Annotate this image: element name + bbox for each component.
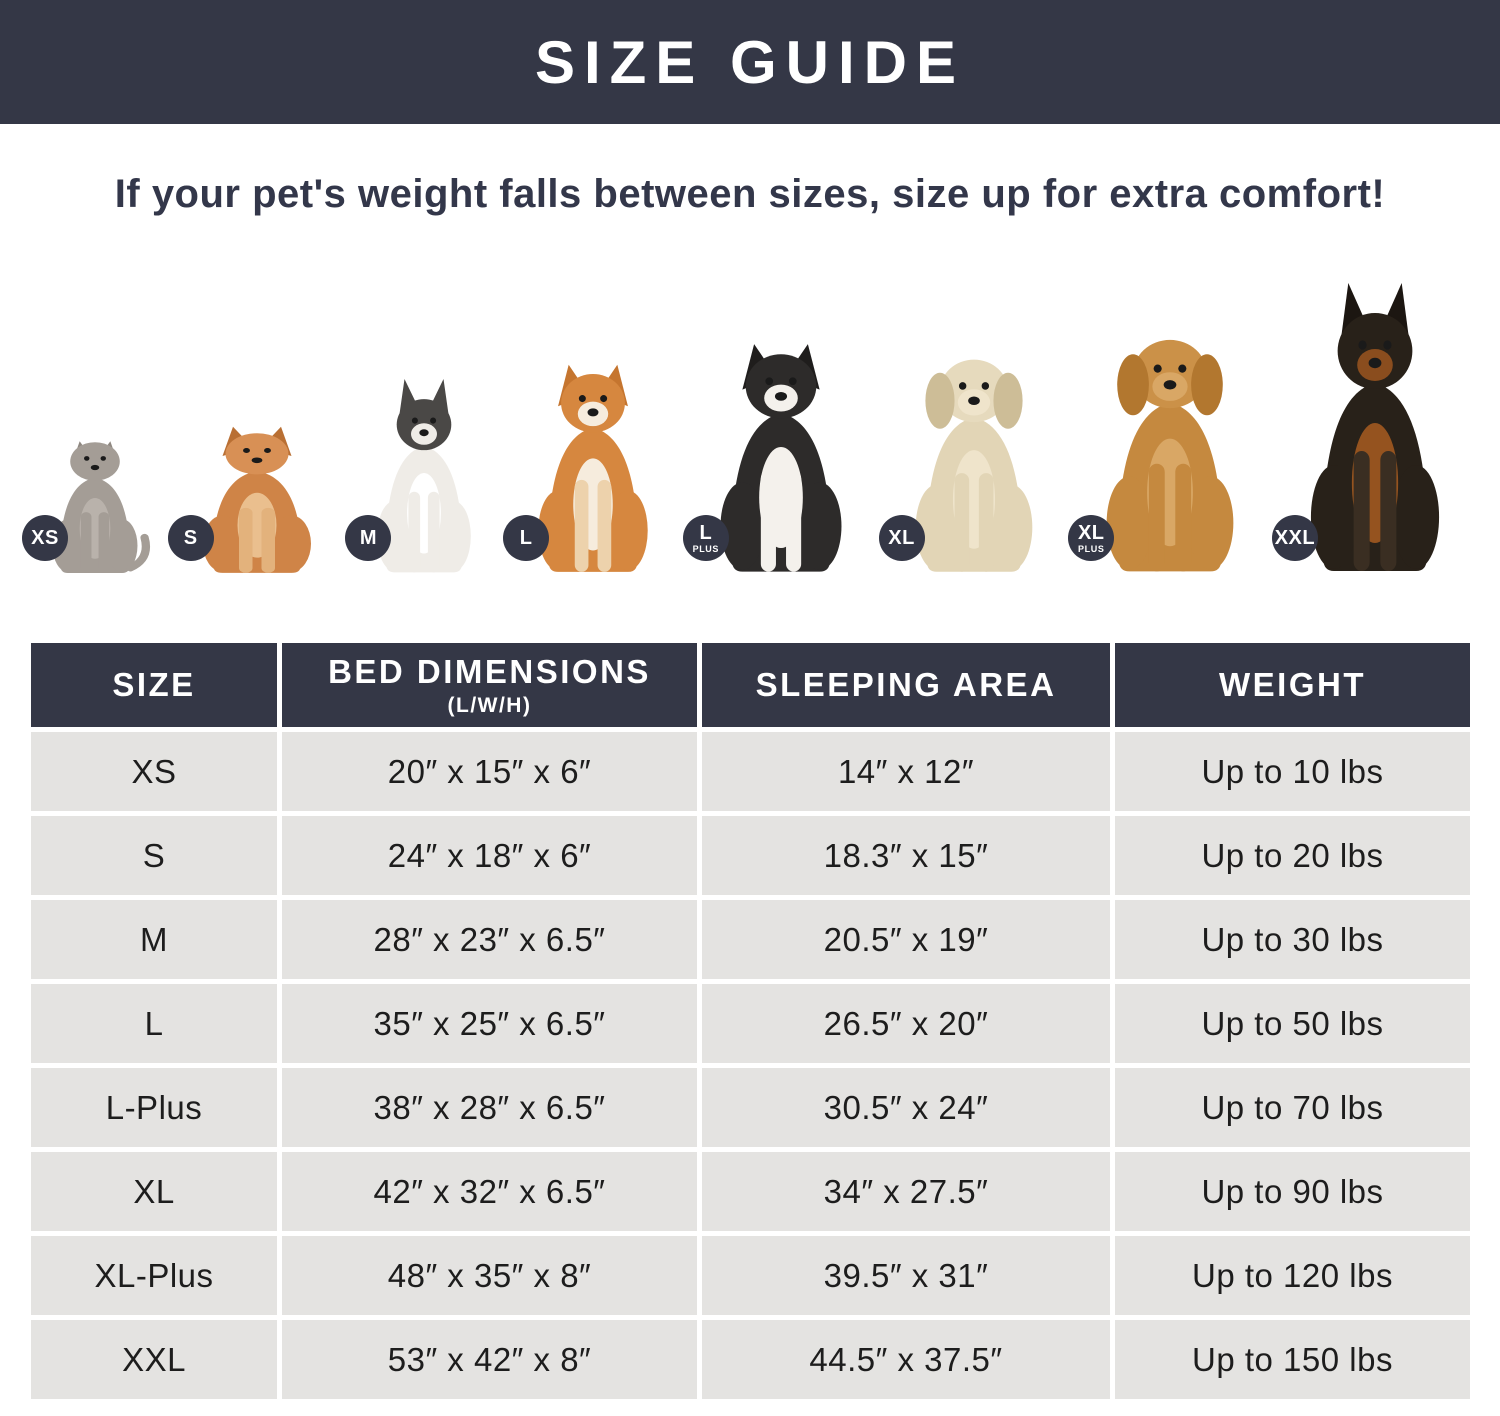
labrador-photo [915,359,1032,572]
size-badge-m: M [345,515,392,561]
size-badge-xs: XS [22,515,68,561]
bed-dimensions-cell-m: 28″ x 23″ x 6.5″ [282,900,697,979]
pet-cat: XS [22,427,154,575]
weight-cell-xl: Up to 90 lbs [1115,1152,1470,1231]
weight-cell-xs: Up to 10 lbs [1115,732,1470,811]
doberman-photo [1310,283,1440,571]
pet-shiba-inu: L [503,351,669,575]
sleeping-area-cell-xl-plus: 39.5″ x 31″ [702,1236,1110,1315]
size-cell-xs: XS [31,732,277,811]
size-badge-label: L [519,527,533,549]
weight-cell-xl-plus: Up to 120 lbs [1115,1236,1470,1315]
size-badge-label: XL [1077,521,1105,544]
sleeping-area-cell-l-plus: 30.5″ x 24″ [702,1068,1110,1147]
size-badge-label: L [699,521,713,544]
size-cell-m: M [31,900,277,979]
column-header-label: SIZE [112,666,196,703]
size-badge-label: XS [31,527,59,549]
border-collie-photo [720,344,842,572]
sleeping-area-cell-xl: 34″ x 27.5″ [702,1152,1110,1231]
pet-border-collie: L PLUS [682,329,865,575]
pet-size-illustrations: XS S M L L PLUS XL XL PLUS XXL [0,217,1500,589]
sleeping-area-cell-s: 18.3″ x 15″ [702,816,1110,895]
bed-dimensions-cell-l: 35″ x 25″ x 6.5″ [282,984,697,1063]
size-badge-l-plus: L PLUS [682,515,729,561]
size-badge-l: L [503,515,550,561]
sleeping-area-cell-l: 26.5″ x 20″ [702,984,1110,1063]
weight-cell-l: Up to 50 lbs [1115,984,1470,1063]
sleeping-area-cell-xxl: 44.5″ x 37.5″ [702,1320,1110,1399]
header-bar: SIZE GUIDE [0,0,1500,124]
weight-cell-l-plus: Up to 70 lbs [1115,1068,1470,1147]
pet-labrador: XL [878,335,1055,575]
sizing-tip-text: If your pet's weight falls between sizes… [114,172,1386,216]
bed-dimensions-cell-xs: 20″ x 15″ x 6″ [282,732,697,811]
size-badge-label: XXL [1274,527,1316,549]
bed-dimensions-cell-xl-plus: 48″ x 35″ x 8″ [282,1236,697,1315]
column-header-label: BED DIMENSIONS [328,652,651,690]
pet-golden-retriever: XL PLUS [1068,313,1258,575]
size-badge-label: S [183,527,198,549]
size-cell-l-plus: L-Plus [31,1068,277,1147]
size-guide-table: SIZE BED DIMENSIONS (L/W/H) SLEEPING AREA WE… [31,643,1470,1399]
bed-dimensions-cell-l-plus: 38″ x 28″ x 6.5″ [282,1068,697,1147]
size-badge-label: M [359,527,377,549]
column-header-sleeping-area: SLEEPING AREA [702,643,1110,727]
column-header-label: SLEEPING AREA [755,666,1057,703]
column-header-size: SIZE [31,643,277,727]
size-badge-s: S [167,515,214,561]
size-badge-label: PLUS [1078,543,1105,554]
bed-dimensions-cell-xl: 42″ x 32″ x 6.5″ [282,1152,697,1231]
pet-pomeranian: S [167,417,332,575]
weight-cell-s: Up to 20 lbs [1115,816,1470,895]
pet-doberman: XXL [1271,283,1464,575]
size-cell-s: S [31,816,277,895]
size-cell-xl: XL [31,1152,277,1231]
golden-retriever-photo [1106,339,1234,572]
french-bulldog-photo [377,379,472,573]
column-header-label: WEIGHT [1219,666,1366,703]
weight-cell-xxl: Up to 150 lbs [1115,1320,1470,1399]
page-title: SIZE GUIDE [534,28,966,96]
bed-dimensions-cell-s: 24″ x 18″ x 6″ [282,816,697,895]
size-badge-xl-plus: XL PLUS [1068,515,1115,561]
size-cell-xxl: XXL [31,1320,277,1399]
size-badge-label: XL [888,527,915,549]
shiba-inu-photo [538,364,648,572]
size-cell-xl-plus: XL-Plus [31,1236,277,1315]
size-badge-label: PLUS [692,543,720,554]
column-header-bed-dimensions: BED DIMENSIONS (L/W/H) [282,643,697,727]
sleeping-area-cell-xs: 14″ x 12″ [702,732,1110,811]
cat-photo [52,441,151,573]
sleeping-area-cell-m: 20.5″ x 19″ [702,900,1110,979]
bed-dimensions-cell-xxl: 53″ x 42″ x 8″ [282,1320,697,1399]
size-badge-xxl: XXL [1271,515,1318,561]
size-cell-l: L [31,984,277,1063]
column-header-weight: WEIGHT [1115,643,1470,727]
size-badge-xl: XL [878,515,925,561]
weight-cell-m: Up to 30 lbs [1115,900,1470,979]
column-header-subtext: (L/W/H) [447,693,532,717]
pet-french-bulldog: M [345,379,489,575]
